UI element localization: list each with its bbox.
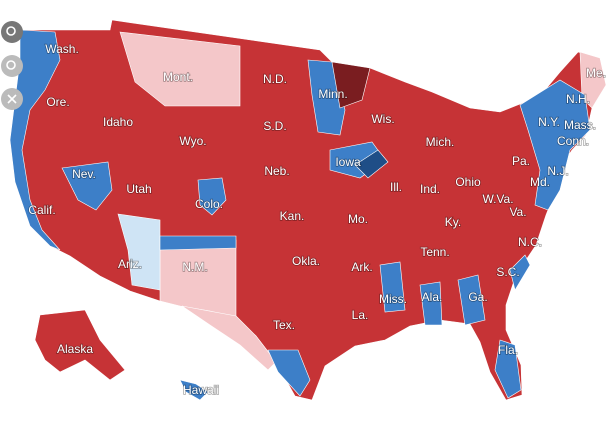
state-label: N.Y. [538,115,560,129]
state-label: W.Va. [482,192,513,206]
state-label: S.C. [496,265,519,279]
minnesota-dark-region [331,61,371,109]
texas-west-region [181,305,277,371]
state-label: Kan. [280,209,305,223]
alaska [34,309,126,381]
state-label: Iowa [335,155,361,169]
state-label: Ind. [420,182,440,196]
state-label: Miss. [379,292,407,306]
state-label: Hawaii [183,383,219,397]
florida-region [494,339,522,399]
new-mexico-region [159,239,237,319]
state-label: Neb. [264,164,289,178]
state-label: Mass. [564,118,596,132]
state-label: N.H. [566,92,590,106]
zoom-controls [1,21,23,110]
state-label: N.D. [263,72,287,86]
maine-region [579,51,607,109]
state-label: Tenn. [420,245,449,259]
new-mexico-north-region [159,235,237,251]
state-label: Md. [530,175,550,189]
state-label: Utah [126,182,151,196]
mississippi-region [379,261,406,313]
zoom-in-icon [6,26,16,36]
state-label: Colo. [195,197,223,211]
zoom-out-button[interactable] [1,55,23,77]
state-label: Ala. [422,290,443,304]
iowa-east-region [354,149,389,179]
reset-icon [7,94,17,104]
nevada-region [61,161,113,211]
state-label: Ariz. [118,257,142,271]
zoom-out-icon [6,60,16,70]
montana-region [119,31,241,107]
state-label: Nev. [72,167,96,181]
state-label: Tex. [273,318,295,332]
colorado-region [197,177,227,216]
state-label: Mont. [163,70,193,84]
southern-nevada-region [117,213,161,291]
state-label: Conn. [557,134,589,148]
state-label: Mich. [426,135,455,149]
state-label: Okla. [292,254,320,268]
state-label: N.M. [182,260,207,274]
state-label: Ohio [455,175,481,189]
state-label: S.D. [263,119,286,133]
texas-south-region [267,349,311,397]
state-label: Ill. [390,180,402,194]
state-label: Ore. [46,95,69,109]
state-label: Calif. [28,203,55,217]
state-label: Fla. [498,343,518,357]
state-label: Minn. [318,87,347,101]
state-label: Ga. [468,290,487,304]
northeast-region [519,79,591,211]
state-label: Idaho [103,115,133,129]
state-label: Pa. [512,154,530,168]
state-label: Wash. [45,42,79,56]
west-coast-region [9,29,61,251]
hawaii [179,379,209,401]
state-label: Ark. [351,260,372,274]
state-label: Ky. [445,215,461,229]
state-labels: Wash. Mont. N.D. Minn. Me. Ore. Idaho S.… [28,41,607,398]
state-label: N.C. [518,235,542,249]
zoom-in-button[interactable] [1,21,23,43]
state-label: Va. [509,205,526,219]
alabama-region [419,281,443,326]
contiguous-us [9,19,607,401]
georgia-region [457,274,486,326]
state-label: Alaska [57,342,93,356]
state-label: Mo. [348,212,368,226]
state-label: N.J. [547,164,568,178]
state-label: La. [352,308,369,322]
state-label: Wyo. [179,134,206,148]
southeast-coast-region [509,254,531,291]
state-label: Me. [586,66,606,80]
state-label: Wis. [371,112,394,126]
